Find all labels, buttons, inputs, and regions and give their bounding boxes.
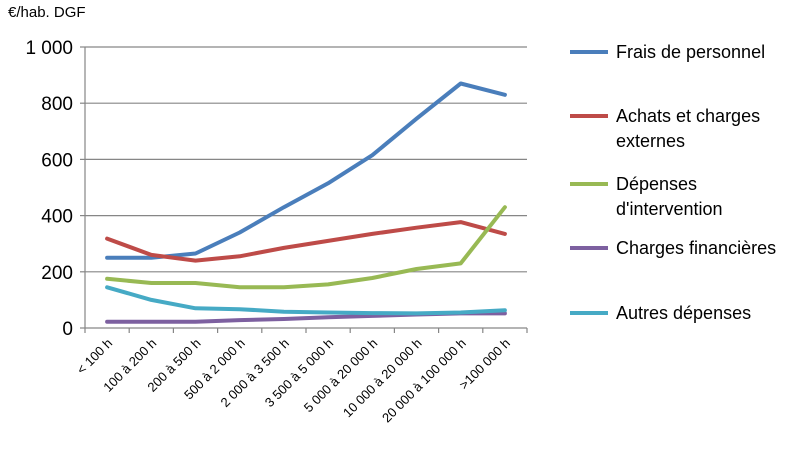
series-line <box>105 81 507 260</box>
y-tick-label: 0 <box>62 319 73 340</box>
gridlines <box>85 46 527 273</box>
x-tick-label: < 100 h <box>74 336 116 378</box>
y-tick-labels: 0 200 400 600 800 1 000 <box>25 38 73 340</box>
x-tick-label: 10 000 à 20 000 h <box>340 336 425 421</box>
y-tick-label: 800 <box>41 94 73 115</box>
y-axis-title: €/hab. DGF <box>8 4 86 21</box>
y-tick-label: 1 000 <box>25 38 73 59</box>
series-lines <box>105 81 507 324</box>
x-tick-label: 20 000 à 100 000 h <box>379 336 469 426</box>
legend: Frais de personnel Achats et charges exter… <box>570 42 776 323</box>
legend-entry: Frais de personnel <box>616 42 765 62</box>
axes <box>80 46 528 333</box>
y-tick-label: 400 <box>41 207 73 228</box>
series-line <box>105 220 507 263</box>
y-tick-label: 600 <box>41 150 73 171</box>
legend-entry: Charges financières <box>616 238 776 258</box>
legend-entry: Autres dépenses <box>616 303 751 323</box>
legend-entry: Achats et charges externes <box>616 106 760 151</box>
y-tick-label: 200 <box>41 263 73 284</box>
series-line <box>105 285 507 316</box>
series-line <box>105 205 507 290</box>
legend-entry: Dépenses d'intervention <box>616 174 723 219</box>
